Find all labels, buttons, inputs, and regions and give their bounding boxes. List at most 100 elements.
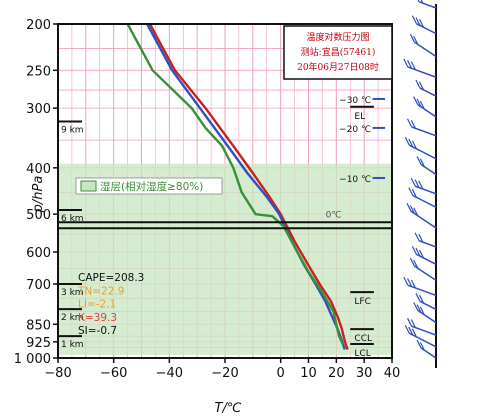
y-tick-label: 250 bbox=[26, 64, 51, 79]
wind-feather bbox=[411, 246, 417, 255]
wind-feather bbox=[416, 339, 422, 349]
isotherm-label: −10 ℃ bbox=[339, 175, 371, 185]
x-tick-label: −20 bbox=[211, 366, 238, 381]
height-label: 3 km bbox=[61, 288, 84, 298]
wind-feather bbox=[418, 180, 424, 190]
wind-feather bbox=[413, 259, 419, 269]
wind-feather bbox=[415, 17, 421, 26]
wind-barb bbox=[419, 87, 437, 97]
wind-feather bbox=[410, 120, 416, 129]
wind-feather bbox=[411, 328, 417, 338]
y-tick-label: 200 bbox=[26, 18, 51, 33]
wind-feather bbox=[409, 33, 415, 43]
moist-legend-label: 湿层(相对湿度≥80%) bbox=[100, 180, 203, 193]
wind-feather bbox=[418, 19, 425, 28]
height-label: 6 km bbox=[61, 214, 84, 224]
wind-feather bbox=[406, 203, 412, 212]
x-tick-label: 0 bbox=[277, 366, 285, 381]
wind-feather bbox=[408, 138, 414, 148]
index-label: K=39.3 bbox=[78, 312, 117, 324]
wind-barb bbox=[411, 325, 437, 336]
wind-feather bbox=[404, 136, 410, 146]
wind-feather bbox=[403, 276, 409, 286]
wind-feather bbox=[415, 293, 421, 302]
wind-barb bbox=[420, 347, 437, 359]
wind-barb bbox=[413, 41, 437, 58]
wind-feather bbox=[407, 317, 413, 327]
wind-barb bbox=[410, 210, 437, 229]
y-tick-label: 300 bbox=[26, 102, 51, 117]
wind-barb bbox=[420, 163, 437, 176]
wind-feather bbox=[409, 257, 415, 267]
height-label: 2 km bbox=[61, 313, 84, 323]
moist-legend: 湿层(相对湿度≥80%) bbox=[75, 177, 223, 195]
wind-feather bbox=[410, 319, 416, 328]
y-tick-label: 600 bbox=[26, 246, 51, 261]
index-label: LI=-2.1 bbox=[78, 299, 116, 311]
index-label: CAPE=208.3 bbox=[78, 272, 144, 284]
chart-time: 20年06月27日08时 bbox=[297, 61, 379, 73]
y-tick-label: 1 000 bbox=[14, 352, 51, 367]
wind-barb bbox=[407, 284, 437, 297]
isotherm-label: −30 ℃ bbox=[339, 96, 371, 106]
wind-feather bbox=[410, 279, 416, 289]
chart-station: 测站:宜昌(57461) bbox=[301, 46, 376, 58]
x-tick-label: −80 bbox=[44, 366, 71, 381]
wind-feather bbox=[419, 341, 425, 351]
wind-feather bbox=[404, 324, 410, 334]
moist-legend-swatch bbox=[80, 180, 97, 192]
wind-feather bbox=[415, 79, 421, 89]
wind-feather bbox=[410, 61, 416, 70]
wind-feather bbox=[415, 247, 421, 257]
x-tick-label: −40 bbox=[156, 366, 183, 381]
wind-feather bbox=[411, 189, 417, 198]
wind-feather bbox=[414, 179, 420, 188]
wind-feather bbox=[413, 96, 419, 105]
wind-profile bbox=[403, 0, 437, 368]
wind-barb bbox=[412, 194, 437, 208]
wind-feather bbox=[413, 36, 419, 45]
wind-feather bbox=[407, 118, 413, 128]
wind-feather bbox=[403, 58, 409, 68]
wind-feather bbox=[416, 98, 422, 108]
level-label: CCL bbox=[354, 334, 372, 344]
wind-feather bbox=[408, 326, 414, 336]
level-label: LFC bbox=[354, 297, 370, 307]
wind-feather bbox=[416, 156, 422, 165]
series-line-2 bbox=[126, 23, 345, 346]
height-label: 1 km bbox=[61, 340, 84, 350]
wind-feather bbox=[416, 304, 422, 313]
x-tick-label: 10 bbox=[300, 366, 317, 381]
wind-feather bbox=[418, 233, 424, 243]
wind-feather bbox=[411, 140, 417, 150]
wind-barb bbox=[407, 66, 437, 78]
series-layer bbox=[126, 23, 349, 350]
y-axis-label: p/hPa bbox=[31, 176, 46, 214]
wind-feather bbox=[419, 100, 425, 110]
wind-feather bbox=[418, 294, 425, 304]
wind-feather bbox=[414, 232, 420, 242]
x-tick-label: 30 bbox=[356, 366, 373, 381]
x-tick-label: 40 bbox=[384, 366, 401, 381]
y-tick-label: 850 bbox=[26, 318, 51, 333]
y-tick-label: 400 bbox=[26, 162, 51, 177]
y-tick-label: 700 bbox=[26, 278, 51, 293]
chart-title: 温度对数压力图 bbox=[306, 31, 369, 43]
wind-feather bbox=[407, 60, 413, 69]
x-tick-label: 20 bbox=[328, 366, 345, 381]
wind-barb bbox=[408, 144, 437, 160]
wind-feather bbox=[407, 278, 413, 287]
wind-barb bbox=[418, 1, 437, 9]
isotherm-label: −20 ℃ bbox=[339, 125, 371, 135]
series-line-0 bbox=[148, 23, 349, 350]
wind-feather bbox=[411, 15, 417, 24]
y-tick-label: 500 bbox=[26, 208, 51, 223]
wind-barb bbox=[408, 332, 437, 348]
index-label: TN=22.9 bbox=[77, 285, 124, 297]
wind-barb bbox=[413, 265, 437, 282]
wind-barb bbox=[418, 240, 437, 248]
wind-feather bbox=[413, 302, 419, 311]
index-label: SI=-0.7 bbox=[78, 325, 117, 337]
